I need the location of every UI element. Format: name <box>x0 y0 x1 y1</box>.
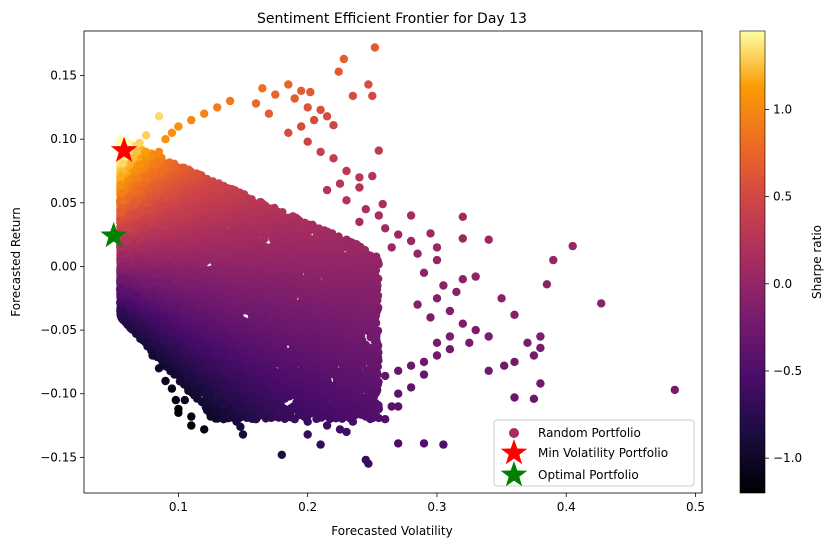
plot-area <box>83 30 703 494</box>
chart-title: Sentiment Efficient Frontier for Day 13 <box>257 11 527 27</box>
point-cloud <box>116 136 383 424</box>
